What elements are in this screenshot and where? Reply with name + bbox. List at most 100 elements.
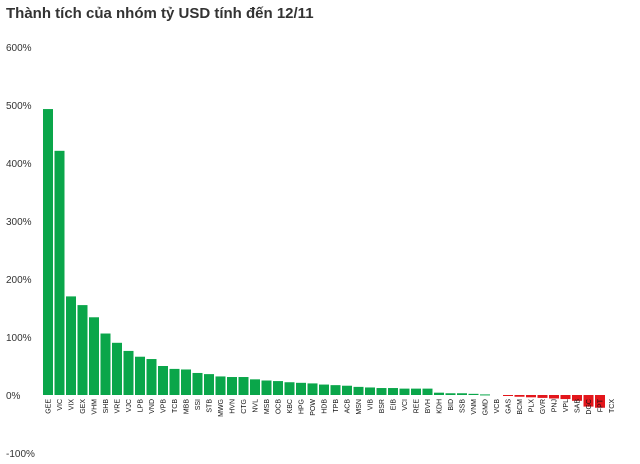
x-tick-label: MSN <box>356 399 363 415</box>
bar-lpb <box>135 356 145 395</box>
x-tick-label: GEX <box>80 399 87 414</box>
bar-vic <box>54 150 65 395</box>
bar-vhm <box>89 317 99 395</box>
bar-vre <box>112 342 122 395</box>
bar-hvn <box>227 377 237 395</box>
x-tick-label: VPL <box>563 399 570 412</box>
bar-pnj <box>549 395 559 399</box>
x-tick-label: TCX <box>609 399 616 413</box>
x-tick-label: OCB <box>276 399 283 415</box>
x-tick-label: VND <box>149 399 156 414</box>
x-tick-label: MWG <box>218 399 225 417</box>
x-tick-label: EIB <box>391 399 398 411</box>
x-tick-label: KDH <box>437 399 444 414</box>
x-tick-label: BSR <box>379 399 386 413</box>
x-tick-label: VCI <box>402 399 409 411</box>
y-tick-label: 400% <box>6 159 32 170</box>
x-tick-label: VCB <box>494 399 501 414</box>
x-tick-label: SSI <box>195 399 202 410</box>
x-tick-label: BID <box>448 399 455 411</box>
x-tick-label: VRE <box>115 399 122 414</box>
x-tick-label: VJC <box>126 399 133 412</box>
bar-nvl <box>250 379 260 395</box>
bar-mwg <box>215 376 226 395</box>
x-tick-label: CTG <box>241 399 248 414</box>
x-tick-label: MSB <box>264 399 271 415</box>
bar-sab <box>572 395 582 401</box>
bar-bcm <box>514 395 525 397</box>
x-tick-label: VIC <box>57 399 64 411</box>
bar-hpg <box>296 382 306 395</box>
x-tick-label: SAB <box>575 399 582 413</box>
x-tick-label: GMD <box>483 399 490 415</box>
x-tick-label: BVH <box>425 399 432 413</box>
x-tick-label: VNM <box>471 399 478 415</box>
x-tick-label: GAS <box>506 399 513 414</box>
y-tick-label: 200% <box>6 275 32 286</box>
bar-bvh <box>422 388 433 395</box>
bar-bid <box>445 393 456 395</box>
bar-vpl <box>560 395 571 400</box>
bar-msn <box>353 386 364 395</box>
x-tick-label: ACB <box>345 399 352 414</box>
bar-mbb <box>181 369 191 395</box>
y-tick-label: 300% <box>6 217 32 228</box>
bar-ctg <box>238 377 249 395</box>
bar-kdh <box>434 392 444 395</box>
x-tick-label: SSB <box>460 399 467 413</box>
x-tick-label: VPB <box>161 399 168 413</box>
bar-kbc <box>284 382 295 395</box>
bar-tcb <box>169 368 180 395</box>
x-tick-label: BCM <box>517 399 524 415</box>
y-tick-label: 100% <box>6 333 32 344</box>
y-tick-label: -100% <box>6 449 35 460</box>
bar-ssb <box>457 393 467 395</box>
bar-ocb <box>273 381 283 395</box>
bar-shb <box>100 333 111 395</box>
bar-vib <box>365 387 375 395</box>
bar-acb <box>342 385 352 395</box>
bar-gmd <box>480 394 490 396</box>
chart-title: Thành tích của nhóm tỷ USD tính đến 12/1… <box>6 5 314 22</box>
bar-vjc <box>123 350 134 395</box>
bar-gvr <box>537 395 548 398</box>
x-tick-label: VIX <box>69 399 76 411</box>
bar-vnd <box>146 359 157 395</box>
x-tick-label: HVN <box>230 399 237 414</box>
x-tick-label: HPG <box>299 399 306 414</box>
x-tick-label: NVL <box>253 399 260 413</box>
x-tick-label: MBB <box>184 399 191 415</box>
bar-gex <box>77 305 88 395</box>
bar-vpb <box>158 366 168 395</box>
x-tick-label: KBC <box>287 399 294 413</box>
bar-plx <box>526 395 536 398</box>
x-tick-label: LPB <box>138 399 145 413</box>
bar-fpt <box>595 395 605 408</box>
x-tick-label: TCB <box>172 399 179 413</box>
y-tick-label: 600% <box>6 43 32 54</box>
bar-dgc <box>583 395 594 407</box>
x-tick-label: STB <box>207 399 214 413</box>
bar-msb <box>261 380 272 395</box>
x-tick-label: GEE <box>46 399 53 414</box>
x-tick-label: VHM <box>92 399 99 415</box>
bar-eib <box>388 388 398 395</box>
bar-vix <box>66 296 76 395</box>
x-tick-label: GVR <box>540 399 547 414</box>
bar-hdb <box>319 384 329 395</box>
y-tick-label: 0% <box>6 391 21 402</box>
x-tick-label: HDB <box>322 399 329 414</box>
bar-vnm <box>468 393 479 395</box>
bar-ssi <box>192 372 203 395</box>
x-tick-label: TPB <box>333 399 340 413</box>
x-tick-label: DGC <box>586 399 593 415</box>
bar-gee <box>43 109 53 395</box>
x-tick-label: PNJ <box>552 399 559 412</box>
x-tick-label: FPT <box>598 398 605 412</box>
x-tick-label: SHB <box>103 399 110 414</box>
bar-vci <box>399 388 410 395</box>
x-tick-label: PLX <box>529 399 536 413</box>
bar-stb <box>204 374 214 395</box>
bar-tpb <box>330 385 341 395</box>
